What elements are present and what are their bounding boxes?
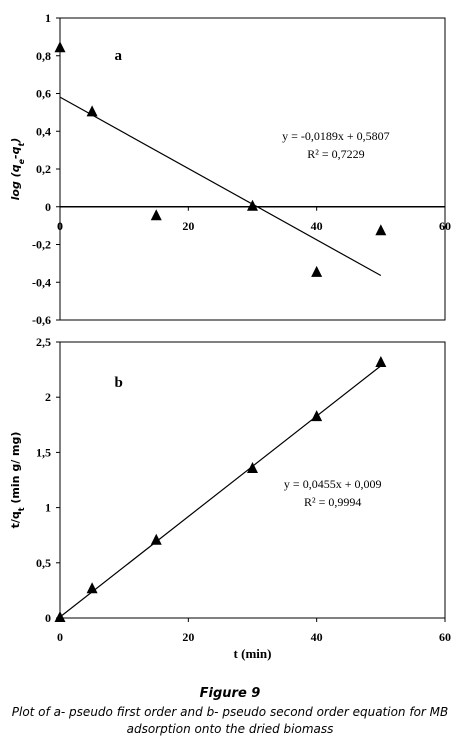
y-axis-label-part: -q [9, 146, 22, 159]
y-tick-label: 0,8 [36, 49, 51, 63]
data-point [54, 611, 66, 622]
plot-frame [59, 341, 446, 619]
data-point [375, 355, 387, 367]
regression-equation: y = 0,0455x + 0,009 [284, 477, 382, 491]
y-tick-label: -0,2 [32, 238, 51, 252]
y-axis-label-part: t [17, 507, 26, 511]
y-tick-label: 1,5 [36, 445, 51, 459]
y-axis-label: t/qt (min g/ mg) [9, 432, 26, 529]
y-tick-label: 0 [45, 200, 51, 214]
chart-panel-b: 2,5 2 1,5 1 0,5 00 20 40 60 b y = 0,0455x + 0,009 R… [9, 335, 451, 661]
x-tick-label: 20 [182, 219, 194, 233]
y-tick-label: 0,6 [36, 87, 51, 101]
y-axis-label-part: t/q [9, 511, 22, 528]
data-point [86, 105, 98, 117]
x-tick-label: 0 [57, 219, 63, 233]
r-squared-value: R² = 0,7229 [307, 147, 364, 161]
x-tick-label: 60 [439, 219, 451, 233]
figure-caption-line-2: adsorption onto the dried biomass [126, 722, 334, 736]
y-axis-label-part: t [17, 142, 26, 147]
x-tick-label: 20 [182, 630, 194, 644]
y-tick-label: -0,6 [32, 313, 51, 327]
y-tick-label: 0,2 [36, 162, 51, 176]
chart-panel-a: 1 0,8 0,6 0,4 0,2 0 -0,2 -0,4 -0,6 0 20 40 60 a y = -0… [9, 11, 451, 327]
x-axis-label: t (min) [234, 646, 272, 661]
data-point [311, 410, 323, 422]
y-tick-label: 1 [45, 11, 51, 25]
x-tick-label: 0 [57, 630, 63, 644]
y-axis-label-part: (min g/ mg) [9, 432, 22, 508]
r-squared-value: R² = 0,9994 [304, 495, 361, 509]
data-point [86, 582, 98, 594]
x-tick-label: 40 [311, 630, 323, 644]
y-tick-label: 0,4 [36, 124, 51, 138]
trend-line [59, 365, 382, 618]
data-point [375, 224, 387, 236]
y-axis-label-part: e [17, 158, 26, 164]
y-axis-label: log (qe-qt) [9, 138, 26, 201]
y-tick-label: 2 [45, 390, 51, 404]
y-tick-label: 1 [45, 501, 51, 515]
regression-equation: y = -0,0189x + 0,5807 [282, 129, 390, 143]
data-point [247, 199, 258, 211]
y-tick-label: 0,5 [36, 556, 51, 570]
data-point [150, 209, 162, 221]
panel-label: b [115, 375, 123, 391]
x-tick-label: 60 [439, 630, 451, 644]
trend-line [59, 96, 382, 277]
figure-caption-title: Figure 9 [199, 686, 261, 701]
data-point [311, 265, 323, 277]
data-point [247, 461, 258, 473]
y-tick-label: -0,4 [32, 275, 51, 289]
y-tick-label: 0 [45, 611, 51, 625]
data-point [150, 533, 162, 545]
panel-label: a [115, 48, 123, 64]
data-point [54, 41, 66, 53]
y-axis-label-part: ) [9, 138, 22, 144]
figure-caption-line-1: Plot of a- pseudo first order and b- pse… [11, 705, 449, 719]
y-axis-label-part: log (q [9, 164, 22, 200]
y-tick-label: 2,5 [36, 335, 51, 349]
x-tick-label: 40 [311, 219, 323, 233]
